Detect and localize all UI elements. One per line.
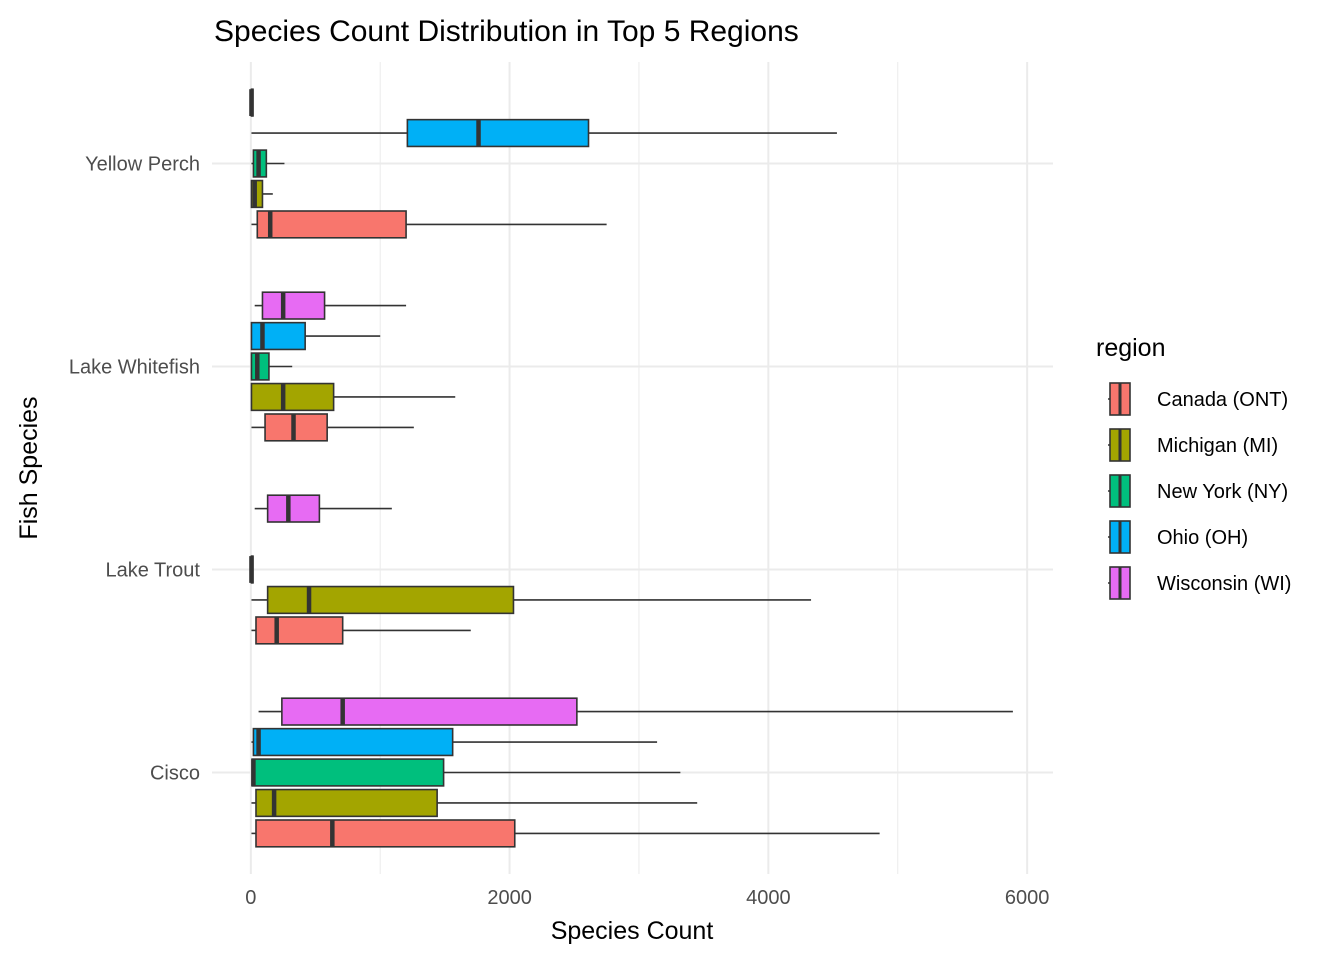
box-wisconsin-wi-lake-whitefish	[254, 291, 407, 320]
box-wisconsin-wi-lake-trout	[254, 494, 392, 523]
chart-title: Species Count Distribution in Top 5 Regi…	[214, 15, 799, 48]
legend-label: Michigan (MI)	[1157, 435, 1278, 457]
x-tick-label: 2000	[487, 887, 532, 909]
legend-item-new-york-ny: New York (NY)	[1108, 474, 1288, 508]
x-tick-label: 6000	[1005, 887, 1050, 909]
box-ohio-oh-lake-whitefish	[250, 321, 381, 351]
box-michigan-mi-lake-trout	[251, 585, 812, 615]
y-tick-label-yellow-perch: Yellow Perch	[85, 154, 200, 176]
box-iqr	[251, 758, 445, 787]
legend: region Canada (ONT) Michigan (MI) New York…	[1096, 334, 1291, 600]
box-ohio-oh-yellow-perch	[251, 118, 837, 148]
box-iqr	[406, 118, 590, 148]
box-michigan-mi-cisco	[251, 788, 698, 818]
legend-item-wisconsin-wi: Wisconsin (WI)	[1108, 566, 1291, 600]
box-canada-ont-lake-whitefish	[251, 413, 414, 442]
legend-items: Canada (ONT) Michigan (MI) New York (NY) Oh…	[1108, 382, 1291, 600]
y-tick-label-lake-whitefish: Lake Whitefish	[69, 357, 200, 379]
box-iqr	[261, 291, 326, 320]
box-wisconsin-wi-yellow-perch	[249, 88, 254, 117]
box-wisconsin-wi-cisco	[258, 697, 1013, 726]
legend-label: New York (NY)	[1157, 481, 1288, 503]
box-iqr	[250, 382, 335, 412]
box-michigan-mi-lake-whitefish	[250, 382, 456, 412]
y-tick-label-lake-trout: Lake Trout	[105, 560, 200, 582]
box-ohio-oh-cisco	[251, 727, 658, 757]
box-iqr	[256, 210, 407, 239]
box-new-york-ny-lake-trout	[249, 555, 254, 584]
box-canada-ont-lake-trout	[251, 616, 471, 645]
box-iqr	[266, 585, 515, 615]
box-iqr	[250, 321, 306, 351]
x-axis-ticks: 0 2000 4000 6000	[245, 887, 1049, 909]
legend-item-canada-ont: Canada (ONT)	[1108, 382, 1288, 416]
box-iqr	[255, 788, 438, 818]
box-new-york-ny-lake-whitefish	[250, 352, 293, 381]
box-iqr	[252, 727, 454, 757]
box-iqr	[255, 616, 344, 645]
box-iqr	[281, 697, 578, 726]
y-axis-ticks: Cisco Lake Trout Lake Whitefish Yellow Perc…	[69, 154, 201, 785]
legend-label: Canada (ONT)	[1157, 389, 1288, 411]
x-tick-label: 0	[245, 887, 256, 909]
box-iqr	[255, 819, 516, 848]
legend-title: region	[1096, 334, 1166, 362]
box-new-york-ny-cisco	[251, 758, 681, 787]
legend-item-ohio-oh: Ohio (OH)	[1108, 520, 1248, 554]
legend-label: Ohio (OH)	[1157, 527, 1248, 549]
box-iqr	[250, 179, 264, 209]
y-tick-label-cisco: Cisco	[150, 763, 200, 785]
box-iqr	[264, 413, 328, 442]
x-axis-title: Species Count	[551, 917, 714, 945]
grid-minor	[379, 62, 899, 874]
box-iqr	[250, 352, 270, 381]
legend-label: Wisconsin (WI)	[1157, 573, 1291, 595]
box-canada-ont-cisco	[251, 819, 880, 848]
box-iqr	[266, 494, 321, 523]
box-canada-ont-yellow-perch	[251, 210, 607, 239]
legend-item-michigan-mi: Michigan (MI)	[1108, 428, 1278, 462]
x-tick-label: 4000	[746, 887, 791, 909]
boxes-layer	[249, 88, 1013, 848]
box-michigan-mi-yellow-perch	[250, 179, 273, 209]
box-new-york-ny-yellow-perch	[251, 149, 285, 178]
y-axis-title: Fish Species	[15, 396, 43, 539]
